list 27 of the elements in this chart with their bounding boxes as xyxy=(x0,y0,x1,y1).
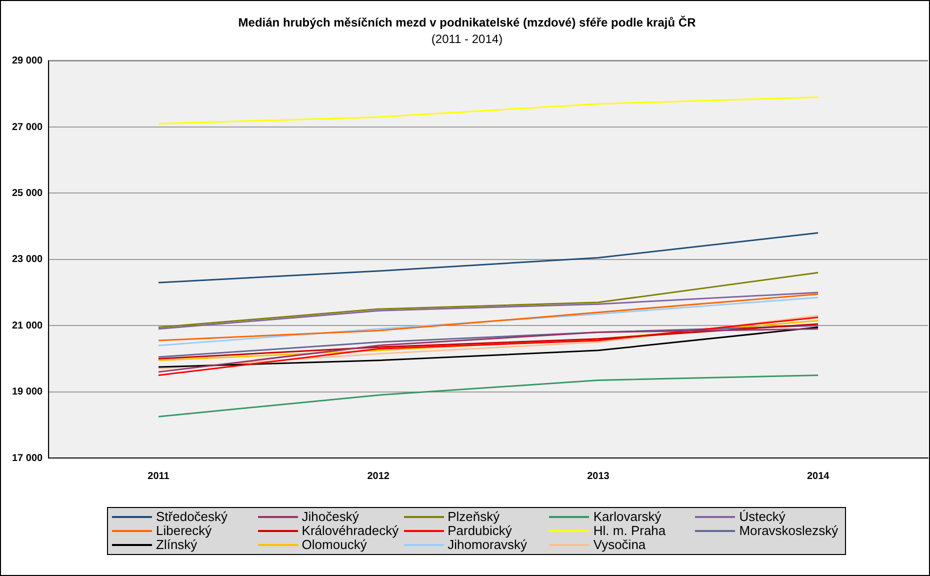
y-tick-label: 19 000 xyxy=(12,386,44,398)
legend-label: Královéhradecký xyxy=(302,523,399,538)
chart-subtitle: (2011 - 2014) xyxy=(431,32,503,46)
legend-label: Pardubický xyxy=(448,523,512,538)
legend-label: Vysočina xyxy=(593,537,646,552)
y-tick-label: 25 000 xyxy=(12,188,44,199)
legend-label: Jihočeský xyxy=(302,509,359,524)
legend-label: Zlínský xyxy=(156,537,198,552)
y-tick-label: 27 000 xyxy=(12,122,44,133)
legend-label: Jihomoravský xyxy=(448,537,528,552)
legend-label: Liberecký xyxy=(156,523,212,538)
legend-label: Plzeňský xyxy=(448,509,500,524)
y-tick-label: 21 000 xyxy=(12,320,44,332)
x-tick-label: 2011 xyxy=(148,470,170,482)
y-tick-label: 17 000 xyxy=(12,452,44,464)
legend-label: Hl. m. Praha xyxy=(593,523,666,538)
legend-label: Středočeský xyxy=(156,509,228,524)
legend-label: Karlovarský xyxy=(593,509,662,524)
legend-label: Moravskoslezský xyxy=(739,523,838,538)
x-tick-label: 2014 xyxy=(806,470,830,482)
x-tick-label: 2013 xyxy=(587,470,610,482)
y-tick-label: 29 000 xyxy=(12,56,44,67)
x-tick-label: 2012 xyxy=(367,470,390,482)
legend-label: Ústecký xyxy=(739,509,786,524)
y-tick-label: 23 000 xyxy=(12,254,44,266)
legend-label: Olomoucký xyxy=(302,537,367,552)
chart-title: Medián hrubých měsíčních mezd v podnikatelské (mzdové) sféře podle krajů ČR xyxy=(238,16,696,30)
